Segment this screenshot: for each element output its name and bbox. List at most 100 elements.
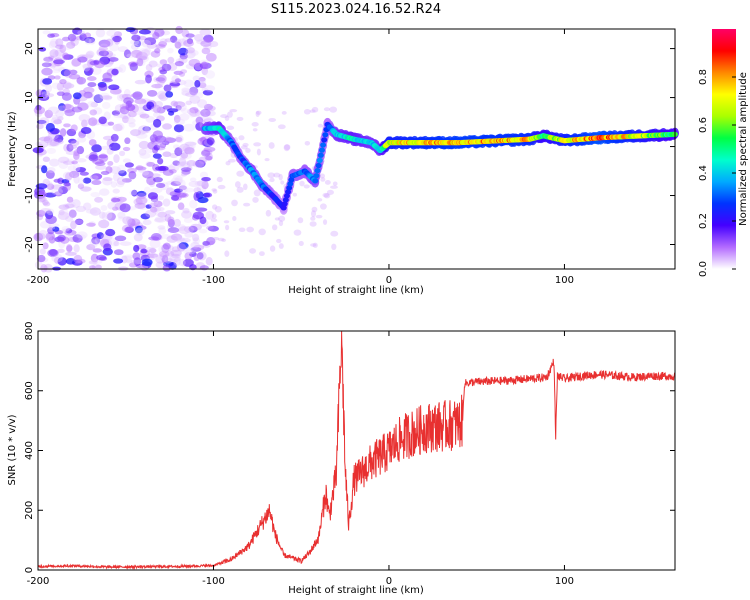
- spectrogram-cell: [185, 246, 193, 254]
- spectrogram-cell: [51, 82, 61, 90]
- spectrogram-cell: [193, 187, 202, 194]
- spectrogram-cell: [46, 147, 57, 154]
- spectrogram-cell: [105, 38, 114, 47]
- spectrogram-cell: [315, 162, 322, 169]
- spectrogram-cell: [98, 219, 110, 229]
- spectrogram-cell: [190, 223, 202, 231]
- spectrogram-cell: [152, 153, 162, 159]
- spectrogram-cell: [326, 189, 334, 195]
- snr-panel: -200 -100 0 100 0 200 400 600 800 Height of stra…: [7, 321, 676, 596]
- spectrogram-cell: [196, 180, 207, 187]
- spectrogram-cell: [193, 191, 200, 201]
- spectrogram-cell: [267, 172, 276, 179]
- spectrogram-cell: [211, 188, 217, 192]
- spectrogram-cell: [145, 246, 156, 252]
- spectrogram-cell: [119, 106, 130, 115]
- spectrogram-cell: [196, 39, 207, 45]
- spectrogram-y-tick-label: -10: [24, 187, 35, 203]
- spectrogram-cell: [153, 253, 163, 260]
- spectrogram-cell: [181, 210, 192, 219]
- spectrogram-cell: [83, 86, 95, 94]
- spectrogram-cell: [48, 236, 56, 244]
- spectrogram-cell: [176, 192, 189, 199]
- spectrogram-cell: [75, 166, 87, 173]
- spectrogram-cell: [216, 176, 223, 183]
- spectrogram-cell: [142, 126, 151, 132]
- spectrogram-cell: [83, 202, 92, 211]
- spectrogram-cell: [91, 236, 101, 245]
- spectrogram-cell: [68, 138, 77, 144]
- spectrogram-cell: [155, 166, 167, 172]
- spectrogram-cell: [58, 105, 66, 111]
- spectrogram-cell: [157, 211, 168, 218]
- snr-y-tick-label: 400: [24, 441, 35, 460]
- spectrogram-cell: [162, 198, 171, 207]
- spectrogram-cell: [113, 113, 125, 119]
- spectrogram-cell: [149, 239, 161, 249]
- spectrogram-cell: [109, 142, 121, 151]
- spectrogram-cell: [281, 110, 287, 115]
- spectrogram-cell: [35, 104, 42, 111]
- spectrogram-cell: [150, 187, 163, 194]
- spectrogram-cell: [184, 141, 197, 146]
- spectrogram-cell: [37, 194, 46, 203]
- spectrogram-cell: [140, 248, 148, 254]
- spectrogram-cell: [175, 105, 182, 111]
- spectrogram-cell: [131, 189, 138, 197]
- spectrogram-cell: [63, 123, 71, 128]
- spectrogram-cell: [207, 225, 219, 232]
- spectrogram-cell: [112, 206, 119, 211]
- spectrogram-cell: [152, 130, 164, 140]
- spectrogram-cell: [41, 165, 48, 174]
- spectrogram-cell: [285, 189, 292, 195]
- spectrogram-cell: [88, 260, 98, 265]
- spectrogram-cell: [146, 101, 155, 110]
- spectrogram-cell: [71, 59, 80, 68]
- spectrogram-cell: [106, 29, 118, 37]
- spectrogram-cell: [192, 75, 201, 82]
- spectrogram-cell: [64, 203, 75, 209]
- spectrogram-cell: [86, 118, 96, 126]
- spectrogram-cell: [309, 109, 316, 113]
- spectrogram-cell: [101, 211, 108, 221]
- spectrogram-cell: [154, 83, 161, 90]
- spectrogram-cell: [198, 156, 207, 165]
- spectrogram-frame: [37, 28, 676, 270]
- spectrogram-cell: [79, 33, 87, 41]
- spectrogram-cell: [42, 242, 49, 250]
- spectrogram-cell: [303, 108, 311, 115]
- spectrogram-cell: [145, 74, 152, 84]
- spectrogram-cell: [185, 63, 197, 70]
- spectrogram-cell: [100, 145, 112, 150]
- snr-x-tick-label: 100: [555, 576, 574, 587]
- spectrogram-cell: [162, 242, 171, 250]
- spectrogram-cell: [134, 202, 146, 209]
- spectrogram-x-tick-label: 100: [555, 275, 574, 286]
- spectrogram-cell: [45, 170, 55, 179]
- spectrogram-cell: [57, 234, 66, 242]
- spectrogram-cell: [159, 252, 168, 261]
- spectrogram-cell: [146, 253, 159, 258]
- spectrogram-cell: [91, 179, 102, 186]
- spectrogram-cell: [52, 141, 60, 147]
- spectrogram-cell: [268, 142, 275, 149]
- spectrogram-cell: [125, 258, 133, 264]
- spectrogram-cell: [151, 83, 163, 89]
- spectrogram-cell: [200, 61, 209, 70]
- spectrogram-cell: [128, 110, 137, 118]
- spectrogram-cell: [278, 220, 284, 227]
- spectrogram-cell: [139, 113, 150, 119]
- spectrogram-cell: [211, 213, 217, 219]
- spectrogram-cell: [73, 244, 80, 253]
- spectrogram-cell: [58, 103, 66, 112]
- spectrogram-cell: [85, 51, 94, 60]
- spectrogram-cell: [70, 124, 78, 132]
- spectrogram-cell: [66, 143, 74, 152]
- spectrogram-cell: [184, 50, 196, 59]
- spectrogram-cell: [77, 183, 85, 190]
- spectrogram-cell: [199, 171, 209, 179]
- spectrogram-cell: [174, 147, 183, 157]
- spectrogram-cell: [101, 95, 113, 100]
- spectrogram-cell: [171, 253, 181, 259]
